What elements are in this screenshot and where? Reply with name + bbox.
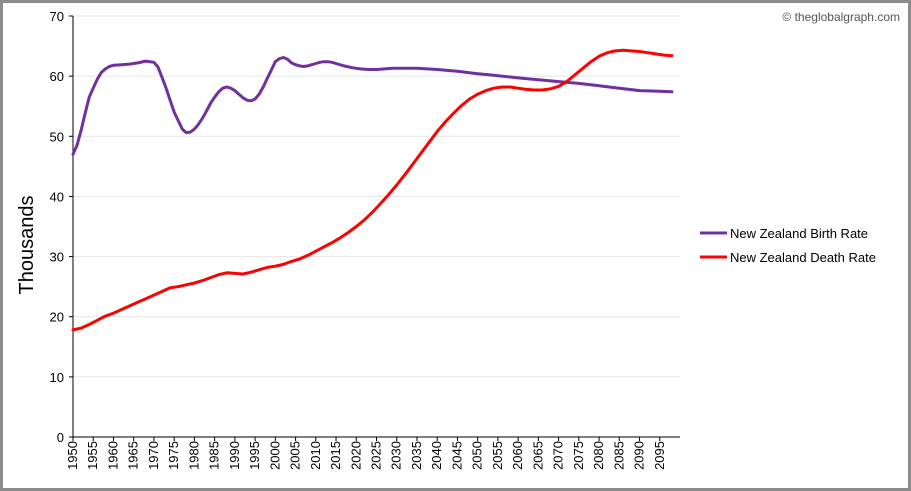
y-tick-label: 60 (50, 69, 64, 84)
x-tick-label: 1985 (207, 441, 222, 470)
x-tick-label: 1965 (126, 441, 141, 470)
x-tick-label: 2035 (409, 441, 424, 470)
y-tick-label: 20 (50, 310, 64, 325)
x-tick-label: 2000 (267, 441, 282, 470)
credit-text: © theglobalgraph.com (782, 10, 900, 24)
series-line-birth-rate (71, 56, 674, 156)
y-tick-label: 30 (50, 250, 64, 265)
x-tick-label: 2005 (288, 441, 303, 470)
x-tick-label: 2050 (470, 441, 485, 470)
x-tick-label: 2065 (530, 441, 545, 470)
x-tick-labels: 1950 1955 1960 1965 1970 1975 1980 1985 1990 1995… (65, 441, 667, 470)
y-tick-label: 10 (50, 370, 64, 385)
x-tick-label: 2075 (571, 441, 586, 470)
y-tick-label: 40 (50, 189, 64, 204)
x-tick-label: 2080 (591, 441, 606, 470)
x-tick-label: 1980 (186, 441, 201, 470)
x-tick-label: 1990 (227, 441, 242, 470)
x-tick-label: 2025 (369, 441, 384, 470)
y-axis-label: Thousands (16, 196, 38, 295)
x-tick-label: 1970 (146, 441, 161, 470)
x-tick-label: 2010 (308, 441, 323, 470)
gridlines (73, 15, 680, 378)
x-tick-label: 2095 (652, 441, 667, 470)
legend-label: New Zealand Birth Rate (730, 226, 868, 241)
x-tick-label: 2040 (429, 441, 444, 470)
x-tick-label: 2060 (510, 441, 525, 470)
x-tick-label: 1960 (105, 441, 120, 470)
y-tick-label: 50 (50, 129, 64, 144)
y-tick-label: 70 (50, 9, 64, 24)
x-tick-label: 1995 (247, 441, 262, 470)
series-line-death-rate (71, 48, 674, 332)
x-tick-label: 2020 (348, 441, 363, 470)
x-tick-label: 2055 (490, 441, 505, 470)
x-tick-label: 2085 (611, 441, 626, 470)
y-tick-label: 0 (57, 430, 64, 445)
axes (69, 15, 680, 441)
x-tick-label: 2015 (328, 441, 343, 470)
series-lines (71, 48, 674, 332)
x-tick-label: 1955 (85, 441, 100, 470)
x-tick-label: 1950 (65, 441, 80, 470)
x-tick-label: 2030 (389, 441, 404, 470)
legend-label: New Zealand Death Rate (730, 250, 876, 265)
x-tick-label: 2045 (449, 441, 464, 470)
x-tick-label: 2070 (551, 441, 566, 470)
y-tick-labels: 0 10 20 30 40 50 60 70 (50, 9, 64, 445)
x-tick-label: 2090 (632, 441, 647, 470)
legend: New Zealand Birth Rate New Zealand Death … (700, 226, 876, 265)
x-tick-label: 1975 (166, 441, 181, 470)
